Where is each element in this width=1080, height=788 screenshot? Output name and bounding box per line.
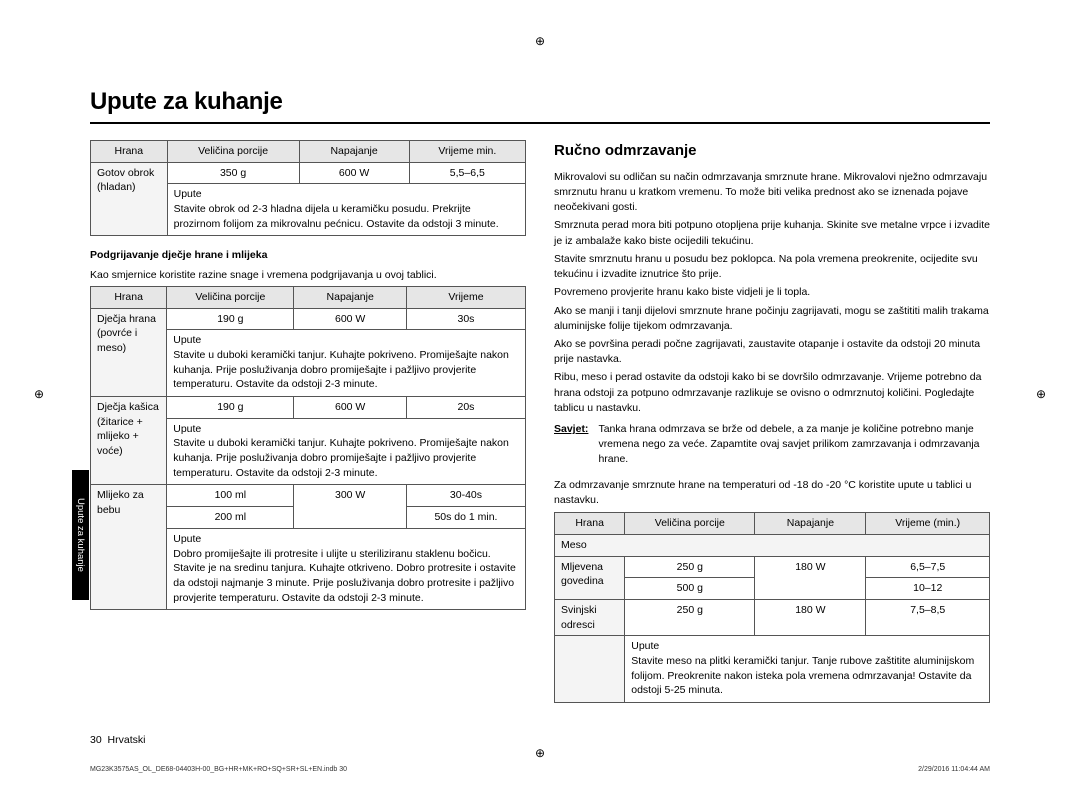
cell-time: 7,5–8,5: [866, 599, 990, 635]
upute-label: Upute: [173, 423, 201, 435]
para: Ako se površina peradi počne zagrijavati…: [554, 337, 990, 367]
category-meso: Meso: [555, 534, 990, 556]
para: Stavite smrznutu hranu u posudu bez pokl…: [554, 252, 990, 282]
upute-label: Upute: [174, 188, 202, 200]
table-gotov-obrok: Hrana Veličina porcije Napajanje Vrijeme…: [90, 140, 526, 236]
th-porcija: Veličina porcije: [167, 141, 299, 163]
section-heading: Ručno odmrzavanje: [554, 140, 990, 162]
th-porcija: Veličina porcije: [167, 286, 294, 308]
cell-power: 180 W: [755, 599, 866, 635]
page-number: 30 Hrvatski: [90, 734, 145, 746]
cell-food: Svinjski odresci: [555, 599, 625, 635]
cell-size: 250 g: [625, 556, 755, 578]
table-djecja-hrana: Hrana Veličina porcije Napajanje Vrijeme…: [90, 286, 526, 610]
th-napajanje: Napajanje: [294, 286, 406, 308]
cell-time: 50s do 1 min.: [406, 507, 525, 529]
th-napajanje: Napajanje: [755, 513, 866, 535]
cell-time: 6,5–7,5: [866, 556, 990, 578]
cell-power: 600 W: [294, 308, 406, 330]
left-column: Hrana Veličina porcije Napajanje Vrijeme…: [90, 140, 526, 703]
cell-power: 180 W: [755, 556, 866, 599]
cell-time: 5,5–6,5: [409, 162, 525, 184]
cell-time: 30s: [406, 308, 525, 330]
cell-size: 190 g: [167, 397, 294, 419]
upute-text: Stavite u duboki keramički tanjur. Kuhaj…: [173, 437, 509, 478]
cell-upute: Upute Stavite u duboki keramički tanjur.…: [167, 330, 526, 397]
savjet-text: Tanka hrana odmrzava se brže od debele, …: [598, 422, 990, 468]
cell-food: Mlijeko za bebu: [91, 485, 167, 610]
upute-text: Stavite obrok od 2-3 hladna dijela u ker…: [174, 203, 499, 230]
subsection-heading: Podgrijavanje dječje hrane i mlijeka: [90, 248, 526, 263]
cell-upute: Upute Stavite obrok od 2-3 hladna dijela…: [167, 184, 525, 236]
cell-size: 200 ml: [167, 507, 294, 529]
para: Ribu, meso i perad ostavite da odstoji k…: [554, 370, 990, 416]
th-vrijeme: Vrijeme min.: [409, 141, 525, 163]
cell-size: 100 ml: [167, 485, 294, 507]
cell-size: 350 g: [167, 162, 299, 184]
th-porcija: Veličina porcije: [625, 513, 755, 535]
footer-file: MG23K3575AS_OL_DE68-04403H-00_BG+HR+MK+R…: [90, 766, 347, 773]
page-title: Upute za kuhanje: [90, 88, 990, 124]
cell-size: 250 g: [625, 599, 755, 635]
upute-text: Stavite meso na plitki keramički tanjur.…: [631, 655, 974, 696]
upute-label: Upute: [631, 640, 659, 652]
cell-food: Dječja kašica (žitarice + mlijeko + voće…: [91, 397, 167, 485]
cell-upute: Upute Stavite u duboki keramički tanjur.…: [167, 418, 526, 485]
th-napajanje: Napajanje: [299, 141, 409, 163]
upute-text: Dobro promiješajte ili protresite i ulij…: [173, 548, 516, 604]
upute-text: Stavite u duboki keramički tanjur. Kuhaj…: [173, 349, 509, 390]
cell-power: 300 W: [294, 485, 406, 528]
cell-power: 600 W: [294, 397, 406, 419]
table-odmrzavanje: Hrana Veličina porcije Napajanje Vrijeme…: [554, 512, 990, 703]
para: Za odmrzavanje smrznute hrane na tempera…: [554, 478, 990, 508]
subsection-intro: Kao smjernice koristite razine snage i v…: [90, 268, 526, 283]
para: Smrznuta perad mora biti potpuno otoplje…: [554, 218, 990, 248]
cell-power: 600 W: [299, 162, 409, 184]
cell-upute: Upute Stavite meso na plitki keramički t…: [625, 636, 990, 703]
para: Mikrovalovi su odličan su način odmrzava…: [554, 170, 990, 216]
upute-label: Upute: [173, 334, 201, 346]
para: Povremeno provjerite hranu kako biste vi…: [554, 285, 990, 300]
footer-date: 2/29/2016 11:04:44 AM: [918, 766, 990, 773]
cell-time: 30-40s: [406, 485, 525, 507]
cell-size: 500 g: [625, 578, 755, 600]
cell-food: Mljevena govedina: [555, 556, 625, 599]
cell-food: Dječja hrana (povrće i meso): [91, 308, 167, 396]
cell-upute: Upute Dobro promiješajte ili protresite …: [167, 528, 526, 609]
savjet-label: Savjet:: [554, 422, 588, 468]
th-vrijeme: Vrijeme: [406, 286, 525, 308]
cell-time: 10–12: [866, 578, 990, 600]
th-hrana: Hrana: [91, 286, 167, 308]
right-column: Ručno odmrzavanje Mikrovalovi su odličan…: [554, 140, 990, 703]
cell-time: 20s: [406, 397, 525, 419]
cell-size: 190 g: [167, 308, 294, 330]
cell-blank: [555, 636, 625, 703]
footer-meta: MG23K3575AS_OL_DE68-04403H-00_BG+HR+MK+R…: [90, 766, 990, 773]
th-hrana: Hrana: [555, 513, 625, 535]
para: Ako se manji i tanji dijelovi smrznute h…: [554, 304, 990, 334]
cell-food: Gotov obrok (hladan): [91, 162, 168, 236]
upute-label: Upute: [173, 533, 201, 545]
th-vrijeme: Vrijeme (min.): [866, 513, 990, 535]
th-hrana: Hrana: [91, 141, 168, 163]
